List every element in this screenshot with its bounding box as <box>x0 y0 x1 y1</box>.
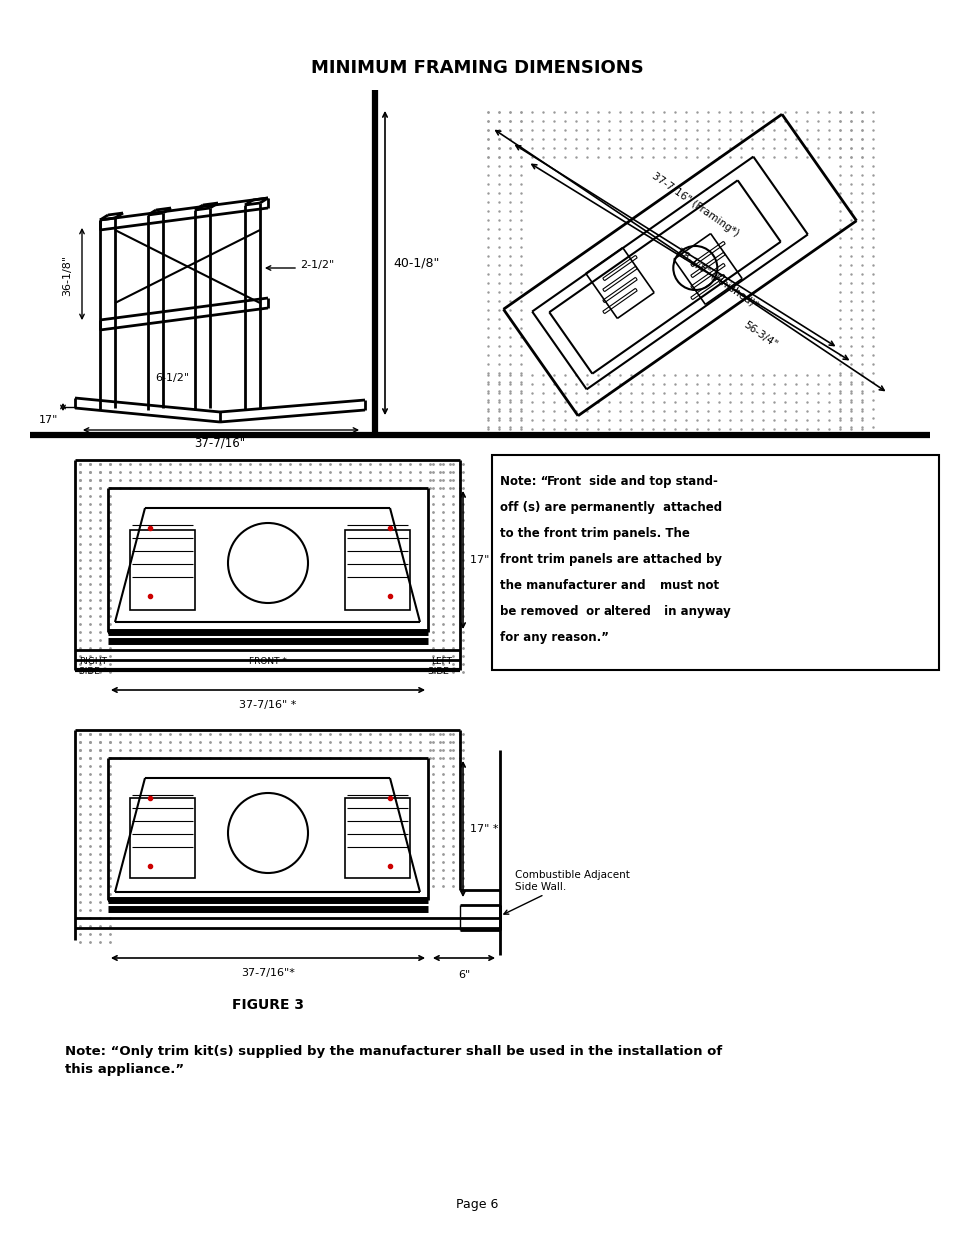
Text: FRONT *: FRONT * <box>249 657 287 666</box>
Text: 6": 6" <box>457 969 470 981</box>
Text: altered: altered <box>603 605 651 618</box>
Text: must not: must not <box>659 579 719 592</box>
Text: 37-7/16" (Framing*): 37-7/16" (Framing*) <box>649 172 740 238</box>
Text: FIGURE 3: FIGURE 3 <box>232 998 304 1011</box>
Text: side and top stand-: side and top stand- <box>584 475 717 488</box>
Text: or: or <box>581 605 603 618</box>
Bar <box>345 530 410 610</box>
Text: Combustible Adjacent
Side Wall.: Combustible Adjacent Side Wall. <box>503 869 629 914</box>
Text: to the front trim panels. The: to the front trim panels. The <box>499 527 689 540</box>
Text: 56-3/4": 56-3/4" <box>740 320 778 351</box>
Text: MINIMUM FRAMING DIMENSIONS: MINIMUM FRAMING DIMENSIONS <box>311 59 642 77</box>
Text: 17" *: 17" * <box>470 824 498 834</box>
Bar <box>130 530 194 610</box>
Text: Front: Front <box>546 475 581 488</box>
Bar <box>345 798 410 878</box>
Text: Note: “: Note: “ <box>499 475 548 488</box>
Text: for any reason.”: for any reason.” <box>499 631 608 643</box>
Text: front trim panels are attached by: front trim panels are attached by <box>499 553 721 566</box>
Text: 40-1/8": 40-1/8" <box>393 257 439 269</box>
Text: 2-1/2": 2-1/2" <box>299 261 334 270</box>
Text: 38-1/8" (Finished)*: 38-1/8" (Finished)* <box>675 246 760 310</box>
Text: in anyway: in anyway <box>659 605 730 618</box>
Text: LEFT
SIDE *: LEFT SIDE * <box>428 657 456 677</box>
Bar <box>130 798 194 878</box>
Text: 37-7/16"*: 37-7/16"* <box>241 968 294 978</box>
Text: 36-1/8": 36-1/8" <box>62 254 71 295</box>
Text: 17": 17" <box>38 415 58 425</box>
Text: RIGHT
SIDE *: RIGHT SIDE * <box>79 657 107 677</box>
Text: be removed: be removed <box>499 605 578 618</box>
Text: 17" *: 17" * <box>470 555 498 564</box>
Text: Page 6: Page 6 <box>456 1198 497 1212</box>
Bar <box>492 454 938 671</box>
Text: the manufacturer and: the manufacturer and <box>499 579 649 592</box>
Text: off (s) are permanently  attached: off (s) are permanently attached <box>499 501 721 514</box>
Text: 37-7/16": 37-7/16" <box>194 436 245 450</box>
Text: Note: “Only trim kit(s) supplied by the manufacturer shall be used in the instal: Note: “Only trim kit(s) supplied by the … <box>65 1045 721 1076</box>
Text: 6-1/2": 6-1/2" <box>154 373 189 383</box>
Text: 37-7/16" *: 37-7/16" * <box>239 700 296 710</box>
